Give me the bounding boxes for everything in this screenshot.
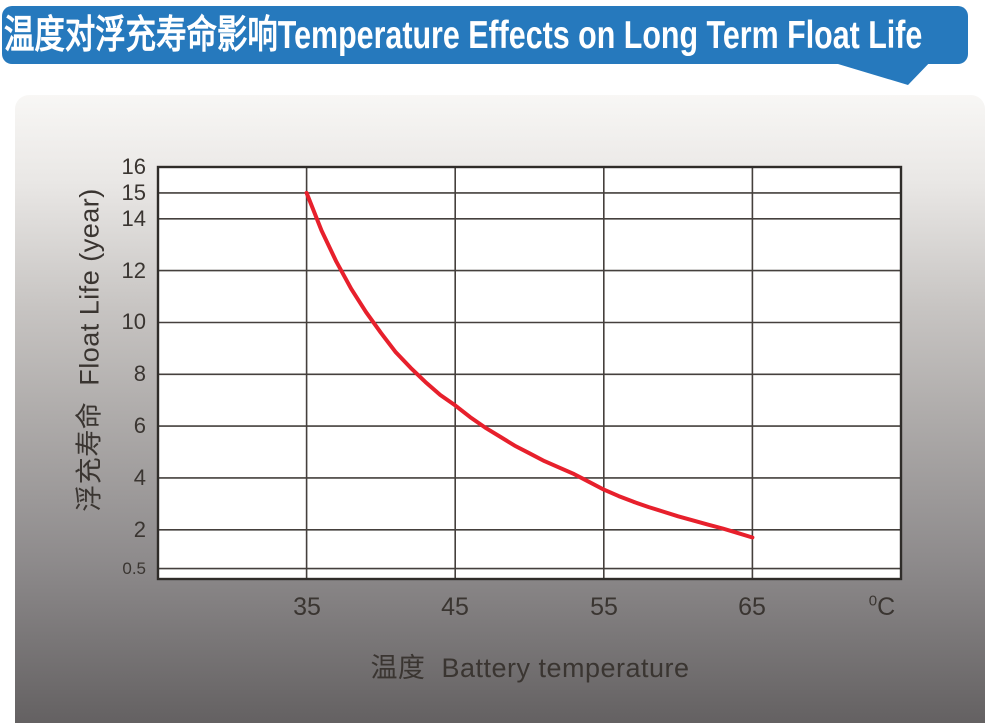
x-tick-label: 55 (590, 593, 618, 621)
y-axis-title: 浮充寿命 Float Life (year) (74, 188, 105, 512)
y-tick-label: 0.5 (122, 559, 146, 578)
y-tick-label: 15 (121, 180, 146, 205)
page-title: 温度对浮充寿命影响Temperature Effects on Long Ter… (4, 14, 923, 57)
x-tick-label: 65 (738, 593, 766, 621)
y-tick-label: 10 (121, 309, 146, 334)
y-tick-label: 2 (133, 517, 146, 542)
x-axis-unit-label: 0C (846, 594, 918, 620)
y-tick-label: 8 (133, 361, 146, 386)
x-tick-label: 45 (441, 593, 469, 621)
banner-tail (818, 58, 934, 85)
unit-base: C (877, 593, 896, 621)
float-life-curve (304, 190, 755, 540)
y-tick-label: 4 (133, 465, 146, 490)
y-tick-label: 16 (121, 154, 146, 179)
y-tick-label: 6 (133, 413, 146, 438)
y-tick-label: 12 (121, 258, 146, 283)
plot-area (158, 167, 901, 579)
x-tick-label: 35 (293, 593, 321, 621)
title-banner: 温度对浮充寿命影响Temperature Effects on Long Ter… (2, 6, 968, 64)
y-tick-label: 14 (121, 206, 146, 231)
unit-superscript: 0 (868, 592, 878, 610)
plot-border (156, 165, 903, 581)
x-axis-title: 温度 Battery temperature (370, 653, 690, 683)
